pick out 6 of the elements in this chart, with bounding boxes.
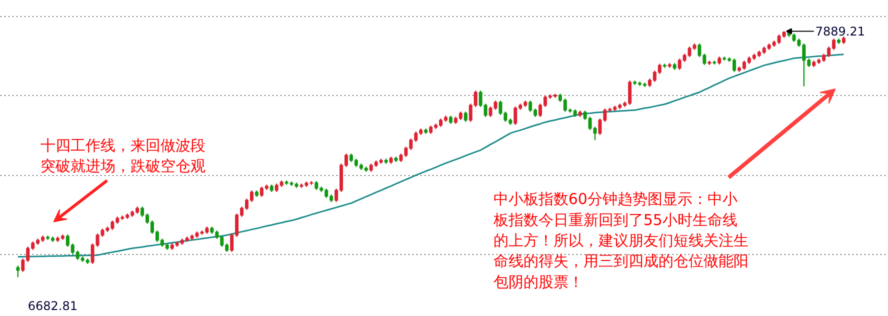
candlestick	[16, 264, 20, 278]
annotation: 中小板指数60分钟趋势图显示：中小板指数今日重新回到了55小时生命线的上方！所以，建议朋友们短线关注生命线的得失，用三到四成的仓位做能阳包阴的股票！	[492, 190, 748, 291]
annotation: 十四工作线，来回做波段突破就进场，跌破空仓观	[40, 136, 206, 176]
annotation: 7889.21	[815, 24, 865, 39]
annotation: 6682.81	[28, 299, 78, 314]
candlestick	[464, 111, 468, 122]
